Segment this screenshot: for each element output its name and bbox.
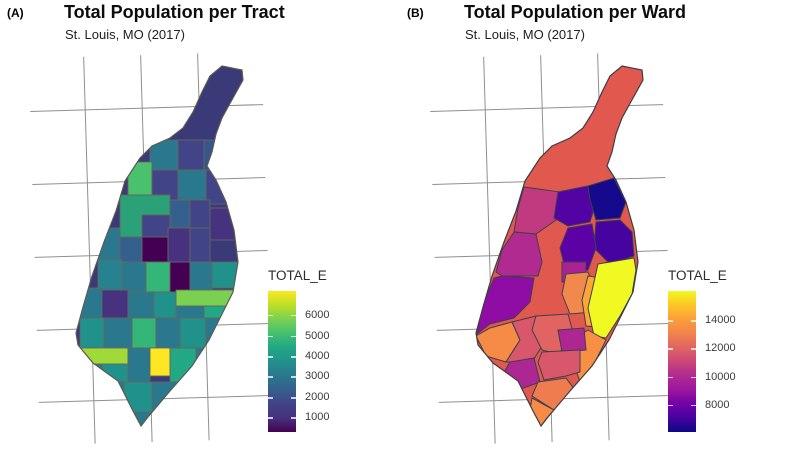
- map-region: [127, 347, 151, 383]
- legend-colorbar: [268, 291, 296, 432]
- legend-tick-mark: [291, 417, 296, 419]
- map-region: [76, 347, 129, 365]
- map-region: [476, 275, 535, 336]
- map-region: [141, 214, 171, 238]
- map-region: [127, 291, 155, 319]
- map-region: [177, 139, 205, 171]
- legend-tick-mark: [291, 397, 296, 399]
- panel-tag: (B): [407, 6, 424, 20]
- map-region: [93, 381, 125, 413]
- legend-tick-mark: [268, 376, 273, 378]
- graticule-line: [83, 56, 96, 444]
- legend-colorbar: [668, 291, 696, 432]
- legend-tick-mark: [668, 320, 673, 322]
- choropleth-map-tract: [30, 53, 272, 444]
- legend-tick-label: 14000: [705, 314, 736, 327]
- map-region: [587, 257, 637, 339]
- map-region: [169, 199, 191, 229]
- panel-ward: (B) Total Population per Ward St. Louis,…: [400, 0, 800, 450]
- legend: TOTAL_E 6000 5000 4000 3000 2000 1000: [266, 262, 398, 444]
- legend-tick-label: 2000: [305, 391, 330, 404]
- map-region: [195, 347, 221, 383]
- legend-tick-label: 10000: [705, 370, 736, 383]
- map-region: [175, 289, 235, 307]
- map-region: [557, 327, 587, 353]
- legend-tick-mark: [668, 404, 673, 407]
- legend-tick-label: 5000: [305, 329, 330, 342]
- legend-tick-mark: [268, 397, 273, 399]
- legend-tick-label: 6000: [305, 308, 330, 321]
- map-region: [559, 223, 597, 273]
- legend: TOTAL_E 14000 12000 10000 8000: [666, 262, 798, 444]
- map-region: [537, 349, 581, 381]
- panel-title: Total Population per Tract: [64, 2, 285, 22]
- map-region: [189, 227, 211, 263]
- map-region: [145, 261, 171, 293]
- legend-tick-mark: [291, 314, 296, 317]
- map-region: [189, 261, 213, 293]
- map-region: [167, 227, 191, 263]
- legend-title: TOTAL_E: [668, 268, 727, 283]
- legend-tick-mark: [691, 320, 696, 322]
- legend-tick-mark: [268, 356, 273, 358]
- panel-subtitle: St. Louis, MO (2017): [65, 27, 185, 42]
- map-region: [219, 347, 235, 371]
- legend-tick-label: 4000: [305, 350, 330, 362]
- map-region: [495, 231, 543, 277]
- legend-tick-label: 8000: [705, 398, 730, 411]
- city-outline: [475, 65, 644, 428]
- panel-tag: (A): [7, 6, 24, 20]
- legend-tick-mark: [291, 335, 296, 338]
- legend-tick-label: 12000: [705, 342, 736, 355]
- map-region: [101, 289, 129, 319]
- map-region: [103, 317, 133, 349]
- map-region: [189, 199, 211, 229]
- legend-tick-mark: [291, 376, 296, 378]
- map-region: [97, 259, 123, 291]
- map-region: [149, 347, 171, 377]
- map-region: [203, 139, 231, 171]
- graticule-line: [483, 56, 496, 444]
- map-region: [169, 261, 191, 293]
- map-region: [155, 317, 181, 349]
- legend-tick-mark: [691, 348, 696, 350]
- legend-tick-mark: [691, 404, 696, 407]
- map-region: [121, 261, 147, 293]
- panel-subtitle: St. Louis, MO (2017): [465, 27, 585, 42]
- map-region: [179, 317, 207, 349]
- legend-tick-mark: [668, 376, 673, 379]
- map-region: [131, 317, 157, 349]
- map-region: [119, 236, 143, 263]
- map-region: [587, 177, 627, 221]
- map-region: [209, 207, 241, 241]
- map-region: [79, 317, 105, 349]
- map-region: [123, 381, 153, 413]
- legend-tick-label: 1000: [305, 411, 330, 424]
- legend-tick-mark: [691, 376, 696, 379]
- legend-tick-mark: [668, 348, 673, 350]
- legend-tick-mark: [291, 356, 296, 358]
- map-region: [141, 236, 169, 263]
- map-region: [151, 411, 181, 426]
- legend-tick-mark: [268, 417, 273, 419]
- map-region: [177, 169, 207, 201]
- legend-title: TOTAL_E: [268, 268, 327, 283]
- legend-tick-mark: [268, 335, 273, 338]
- legend-tick-label: 3000: [305, 370, 330, 383]
- panel-title: Total Population per Ward: [464, 2, 686, 22]
- map-region: [177, 381, 205, 413]
- panel-tract: (A) Total Population per Tract St. Louis…: [7, 2, 398, 444]
- choropleth-map-ward: [430, 53, 672, 444]
- legend-tick-mark: [268, 314, 273, 317]
- city-outline: [75, 65, 244, 428]
- map-region: [153, 291, 177, 319]
